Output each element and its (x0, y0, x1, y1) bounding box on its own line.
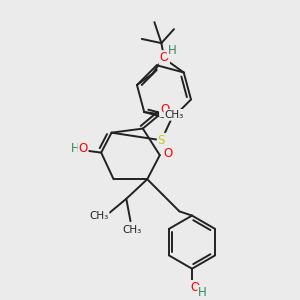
Text: H: H (71, 142, 80, 155)
Text: O: O (78, 142, 88, 155)
Text: H: H (167, 44, 176, 57)
Text: S: S (158, 134, 165, 147)
Text: CH₃: CH₃ (89, 211, 109, 221)
Text: O: O (160, 51, 169, 64)
Text: CH₃: CH₃ (122, 225, 142, 235)
Text: O: O (160, 103, 169, 116)
Text: O: O (191, 281, 200, 294)
Text: H: H (198, 286, 207, 299)
Text: O: O (163, 147, 172, 160)
Text: CH₃: CH₃ (164, 110, 184, 120)
